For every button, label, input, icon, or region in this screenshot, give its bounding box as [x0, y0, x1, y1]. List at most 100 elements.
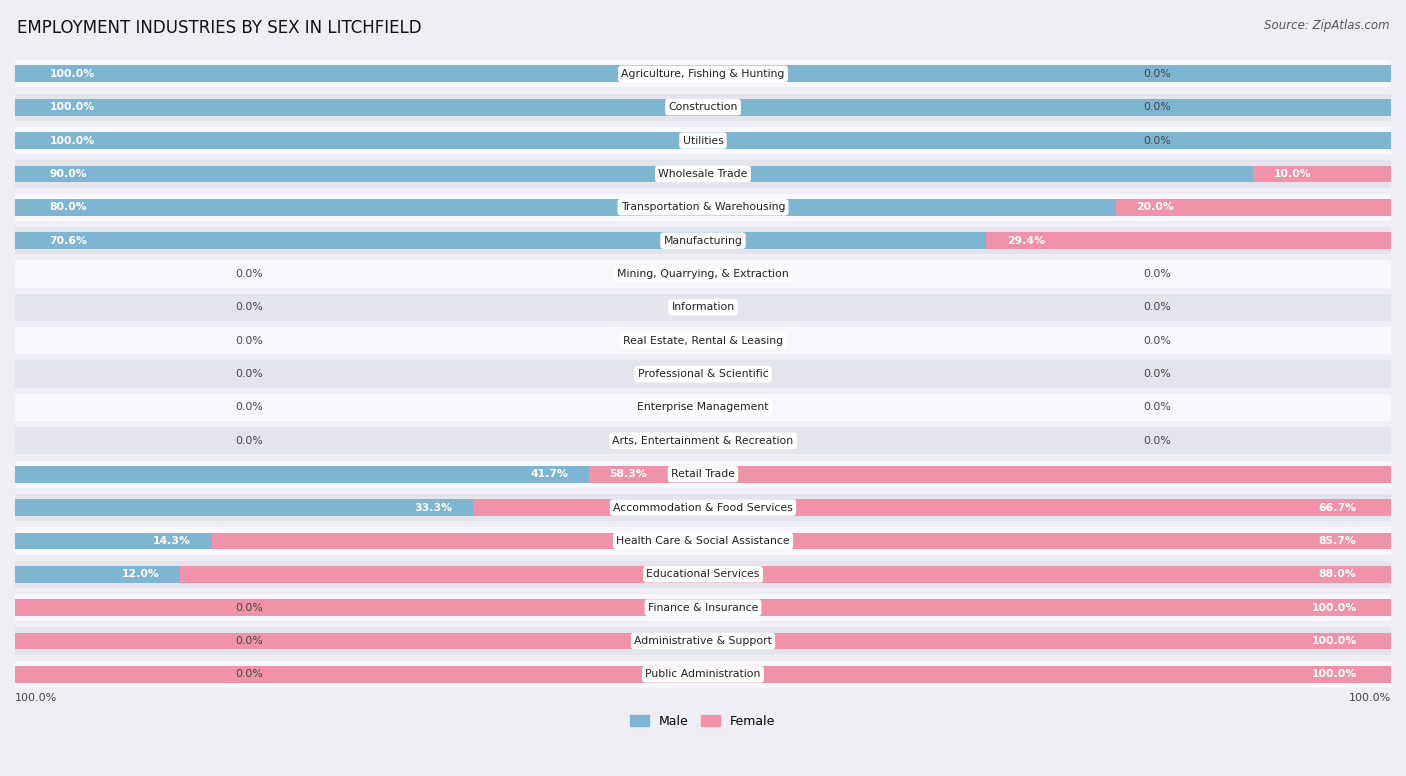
- Text: 0.0%: 0.0%: [1143, 336, 1171, 346]
- Text: 0.0%: 0.0%: [1143, 102, 1171, 113]
- Text: Public Administration: Public Administration: [645, 670, 761, 679]
- Bar: [15, 666, 1391, 683]
- Text: Professional & Scientific: Professional & Scientific: [638, 369, 768, 379]
- Text: 100.0%: 100.0%: [1312, 603, 1357, 612]
- Text: Administrative & Support: Administrative & Support: [634, 636, 772, 646]
- Bar: [15, 527, 1391, 555]
- Bar: [15, 327, 1391, 355]
- Text: 0.0%: 0.0%: [1143, 369, 1171, 379]
- Text: 0.0%: 0.0%: [235, 436, 263, 446]
- Bar: [15, 360, 1391, 388]
- Text: 10.0%: 10.0%: [1274, 169, 1312, 179]
- Text: EMPLOYMENT INDUSTRIES BY SEX IN LITCHFIELD: EMPLOYMENT INDUSTRIES BY SEX IN LITCHFIE…: [17, 19, 422, 37]
- Bar: [15, 466, 589, 483]
- Text: 90.0%: 90.0%: [49, 169, 87, 179]
- Text: 29.4%: 29.4%: [1007, 236, 1045, 246]
- Text: Agriculture, Fishing & Hunting: Agriculture, Fishing & Hunting: [621, 69, 785, 79]
- Bar: [15, 393, 1391, 421]
- Text: 100.0%: 100.0%: [49, 102, 94, 113]
- Text: Enterprise Management: Enterprise Management: [637, 403, 769, 413]
- Bar: [15, 560, 1391, 588]
- Bar: [15, 632, 1391, 650]
- Text: 58.3%: 58.3%: [609, 469, 647, 480]
- Text: 12.0%: 12.0%: [121, 570, 159, 579]
- Bar: [15, 227, 1391, 255]
- Text: Transportation & Warehousing: Transportation & Warehousing: [621, 203, 785, 213]
- Text: 0.0%: 0.0%: [235, 269, 263, 279]
- Legend: Male, Female: Male, Female: [626, 710, 780, 733]
- Bar: [15, 660, 1391, 688]
- Text: Educational Services: Educational Services: [647, 570, 759, 579]
- Text: 20.0%: 20.0%: [1136, 203, 1174, 213]
- Bar: [15, 160, 1391, 188]
- Bar: [15, 199, 1116, 216]
- Text: Information: Information: [672, 303, 734, 313]
- Text: 0.0%: 0.0%: [235, 369, 263, 379]
- Bar: [15, 232, 987, 249]
- Text: Retail Trade: Retail Trade: [671, 469, 735, 480]
- Bar: [15, 65, 1391, 82]
- Text: 14.3%: 14.3%: [153, 536, 191, 546]
- Bar: [474, 499, 1391, 516]
- Text: Health Care & Social Assistance: Health Care & Social Assistance: [616, 536, 790, 546]
- Text: 0.0%: 0.0%: [1143, 403, 1171, 413]
- Bar: [15, 293, 1391, 321]
- Text: 33.3%: 33.3%: [415, 503, 453, 512]
- Bar: [15, 566, 180, 583]
- Bar: [15, 165, 1253, 182]
- Text: 0.0%: 0.0%: [235, 403, 263, 413]
- Bar: [15, 460, 1391, 488]
- Bar: [15, 594, 1391, 622]
- Bar: [1116, 199, 1391, 216]
- Bar: [15, 427, 1391, 455]
- Text: Real Estate, Rental & Leasing: Real Estate, Rental & Leasing: [623, 336, 783, 346]
- Bar: [15, 532, 212, 549]
- Text: 66.7%: 66.7%: [1319, 503, 1357, 512]
- Bar: [15, 599, 1391, 616]
- Text: 85.7%: 85.7%: [1319, 536, 1357, 546]
- Bar: [987, 232, 1391, 249]
- Bar: [180, 566, 1391, 583]
- Bar: [15, 60, 1391, 88]
- Text: 100.0%: 100.0%: [49, 69, 94, 79]
- Text: 80.0%: 80.0%: [49, 203, 87, 213]
- Text: 0.0%: 0.0%: [235, 670, 263, 679]
- Text: Utilities: Utilities: [682, 136, 724, 146]
- Bar: [15, 99, 1391, 116]
- Text: 0.0%: 0.0%: [235, 603, 263, 612]
- Text: Construction: Construction: [668, 102, 738, 113]
- Text: Arts, Entertainment & Recreation: Arts, Entertainment & Recreation: [613, 436, 793, 446]
- Bar: [15, 494, 1391, 521]
- Text: 0.0%: 0.0%: [235, 636, 263, 646]
- Text: 100.0%: 100.0%: [49, 136, 94, 146]
- Bar: [212, 532, 1391, 549]
- Text: 41.7%: 41.7%: [530, 469, 568, 480]
- Text: 100.0%: 100.0%: [1312, 670, 1357, 679]
- Text: 0.0%: 0.0%: [1143, 269, 1171, 279]
- Text: 100.0%: 100.0%: [1348, 693, 1391, 703]
- Bar: [1253, 165, 1391, 182]
- Bar: [15, 193, 1391, 221]
- Text: 100.0%: 100.0%: [15, 693, 58, 703]
- Text: Mining, Quarrying, & Extraction: Mining, Quarrying, & Extraction: [617, 269, 789, 279]
- Text: 0.0%: 0.0%: [1143, 303, 1171, 313]
- Text: 0.0%: 0.0%: [1143, 436, 1171, 446]
- Text: Accommodation & Food Services: Accommodation & Food Services: [613, 503, 793, 512]
- Text: Wholesale Trade: Wholesale Trade: [658, 169, 748, 179]
- Bar: [15, 93, 1391, 121]
- Text: 0.0%: 0.0%: [235, 303, 263, 313]
- Text: 0.0%: 0.0%: [235, 336, 263, 346]
- Bar: [15, 132, 1391, 149]
- Bar: [15, 627, 1391, 655]
- Text: Source: ZipAtlas.com: Source: ZipAtlas.com: [1264, 19, 1389, 33]
- Bar: [589, 466, 1391, 483]
- Text: Finance & Insurance: Finance & Insurance: [648, 603, 758, 612]
- Bar: [15, 499, 474, 516]
- Bar: [15, 260, 1391, 288]
- Text: Manufacturing: Manufacturing: [664, 236, 742, 246]
- Text: 88.0%: 88.0%: [1319, 570, 1357, 579]
- Bar: [15, 126, 1391, 154]
- Text: 0.0%: 0.0%: [1143, 69, 1171, 79]
- Text: 70.6%: 70.6%: [49, 236, 87, 246]
- Text: 0.0%: 0.0%: [1143, 136, 1171, 146]
